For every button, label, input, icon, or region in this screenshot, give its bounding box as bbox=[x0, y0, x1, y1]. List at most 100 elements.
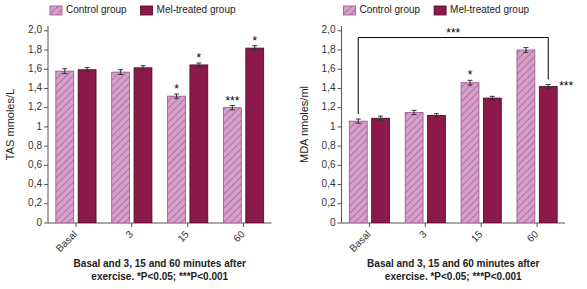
x-tick bbox=[425, 223, 426, 227]
error-cap bbox=[523, 52, 528, 53]
annotation: * bbox=[197, 51, 202, 65]
error-line bbox=[525, 48, 526, 53]
x-tick bbox=[481, 223, 482, 227]
y-tick-label: 0,6 bbox=[322, 159, 336, 170]
error-cap bbox=[490, 96, 495, 97]
error-bar bbox=[434, 114, 439, 117]
y-tick bbox=[44, 146, 48, 147]
y-tick bbox=[44, 203, 48, 204]
y-tick bbox=[338, 126, 342, 127]
y-tick bbox=[44, 88, 48, 89]
error-bar bbox=[412, 110, 417, 114]
x-tick-label: 15 bbox=[175, 228, 191, 244]
x-axis-label: Basal and 3, 15 and 60 minutes after bbox=[74, 258, 246, 269]
bar bbox=[517, 50, 535, 223]
y-tick-label: 1,8 bbox=[28, 44, 42, 55]
y-tick bbox=[44, 223, 48, 224]
x-tick bbox=[187, 223, 188, 227]
legend-swatch bbox=[50, 6, 62, 15]
y-tick-label: 0,8 bbox=[322, 140, 336, 151]
x-tick-label: 60 bbox=[525, 228, 541, 244]
annotation: * bbox=[174, 82, 179, 96]
legend-label: Control group bbox=[360, 4, 421, 15]
y-tick bbox=[44, 30, 48, 31]
error-cap bbox=[412, 110, 417, 111]
y-tick-label: 0,6 bbox=[28, 159, 42, 170]
y-tick bbox=[338, 203, 342, 204]
error-cap bbox=[140, 69, 145, 70]
x-tick bbox=[369, 223, 370, 227]
plot-marks bbox=[56, 46, 264, 223]
y-tick bbox=[338, 184, 342, 185]
y-axis bbox=[48, 26, 49, 223]
error-cap bbox=[434, 117, 439, 118]
error-cap bbox=[118, 69, 123, 70]
error-bar bbox=[523, 48, 528, 53]
error-bar bbox=[490, 96, 495, 99]
y-tick-label: 0,4 bbox=[322, 178, 336, 189]
y-tick-label: 1,6 bbox=[28, 63, 42, 74]
y-tick bbox=[44, 165, 48, 166]
error-line bbox=[358, 119, 359, 123]
y-tick-label: 0 bbox=[36, 217, 42, 228]
error-cap bbox=[434, 113, 439, 114]
y-tick bbox=[338, 88, 342, 89]
x-tick-label: 3 bbox=[123, 228, 135, 240]
plot-marks bbox=[349, 48, 557, 223]
y-tick bbox=[338, 30, 342, 31]
error-line bbox=[436, 114, 437, 117]
bar bbox=[483, 98, 501, 223]
y-axis bbox=[341, 26, 342, 223]
error-cap bbox=[230, 109, 235, 110]
bar bbox=[78, 70, 96, 223]
bracket-drop bbox=[548, 38, 549, 80]
y-tick-label: 1 bbox=[36, 121, 42, 132]
bar bbox=[349, 121, 367, 223]
chart-canvas: 00,20,40,60,811,21,41,61,82,0TAS mmoles/… bbox=[0, 0, 587, 289]
x-axis-label: exercise. *P<0.05; ***P<0.001 bbox=[91, 271, 228, 282]
legend-label: Control group bbox=[66, 4, 127, 15]
error-cap bbox=[523, 47, 528, 48]
annotation: *** bbox=[225, 94, 239, 108]
bar bbox=[405, 112, 423, 223]
annotation: *** bbox=[559, 79, 573, 93]
y-tick bbox=[338, 69, 342, 70]
error-bar bbox=[378, 116, 383, 120]
y-tick bbox=[338, 50, 342, 51]
bar bbox=[372, 118, 390, 223]
error-line bbox=[548, 84, 549, 88]
error-line bbox=[414, 110, 415, 114]
bar bbox=[539, 87, 557, 223]
y-tick-label: 1,4 bbox=[322, 82, 336, 93]
x-tick bbox=[131, 223, 132, 227]
y-tick-label: 0,2 bbox=[322, 197, 336, 208]
bar bbox=[190, 65, 208, 223]
x-tick-label: Basal bbox=[347, 229, 372, 254]
y-tick-label: 1,2 bbox=[322, 101, 336, 112]
error-bar bbox=[356, 119, 361, 123]
bar bbox=[461, 83, 479, 223]
y-tick bbox=[338, 107, 342, 108]
bracket bbox=[358, 38, 548, 114]
bar bbox=[112, 72, 130, 223]
y-tick-label: 2,0 bbox=[322, 24, 336, 35]
error-bar bbox=[62, 69, 67, 74]
legend: Control groupMel-treated group bbox=[344, 4, 530, 15]
error-cap bbox=[356, 123, 361, 124]
error-cap bbox=[546, 88, 551, 89]
bar bbox=[223, 108, 241, 223]
error-bar bbox=[546, 84, 551, 88]
error-cap bbox=[174, 98, 179, 99]
error-cap bbox=[378, 116, 383, 117]
bar bbox=[168, 96, 186, 223]
error-cap bbox=[252, 50, 257, 51]
x-axis-label: exercise. *P<0.05; ***P<0.001 bbox=[385, 271, 522, 282]
y-tick-label: 0,8 bbox=[28, 140, 42, 151]
error-line bbox=[120, 70, 121, 75]
y-tick-label: 1 bbox=[330, 121, 336, 132]
error-cap bbox=[356, 119, 361, 120]
error-cap bbox=[490, 99, 495, 100]
legend: Control groupMel-treated group bbox=[50, 4, 236, 15]
bar bbox=[56, 71, 74, 223]
legend-swatch bbox=[434, 6, 446, 15]
